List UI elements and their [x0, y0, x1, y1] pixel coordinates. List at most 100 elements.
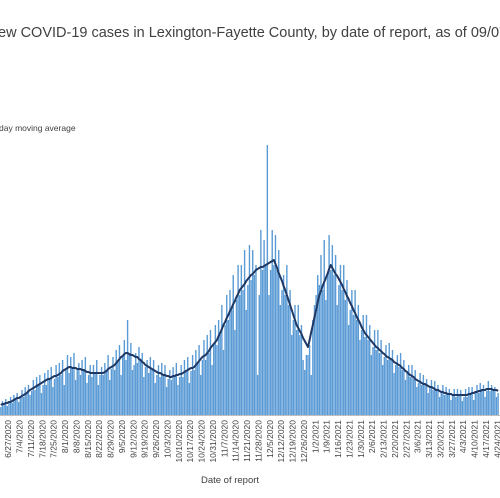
bar	[217, 320, 220, 415]
bar	[172, 367, 174, 415]
x-tick-label: 1/30/2021	[356, 420, 366, 458]
bar	[84, 357, 87, 415]
bar	[425, 379, 428, 415]
bar	[107, 355, 109, 415]
bar	[455, 397, 457, 415]
bar	[50, 367, 52, 415]
bar	[174, 375, 176, 415]
bar	[162, 375, 165, 415]
bar	[151, 370, 153, 415]
bar	[403, 360, 405, 415]
bar	[338, 285, 340, 415]
bar	[240, 265, 243, 415]
bar	[128, 355, 130, 415]
x-tick-label: 3/20/2021	[435, 420, 445, 458]
bar	[273, 265, 275, 415]
x-tick-label: 4/3/2021	[458, 420, 468, 453]
bar	[258, 295, 260, 415]
bar	[58, 363, 61, 415]
bar	[126, 320, 129, 415]
bar	[471, 387, 473, 415]
bar	[408, 365, 410, 415]
bar	[183, 360, 186, 415]
bar	[468, 387, 470, 415]
x-tick-label: 8/29/2020	[106, 420, 116, 458]
bar	[6, 406, 9, 415]
x-tick-label: 12/5/2020	[265, 420, 275, 458]
x-tick-label: 7/4/2020	[15, 420, 25, 453]
bar	[144, 367, 147, 415]
bar	[146, 360, 148, 415]
bar	[255, 265, 257, 415]
x-tick-label: 1/16/2021	[333, 420, 343, 458]
bar	[138, 347, 140, 415]
bar	[71, 367, 74, 415]
bar	[165, 387, 168, 415]
x-tick-label: 12/26/2020	[299, 420, 309, 463]
bar	[294, 305, 296, 415]
x-axis-title: Date of report	[201, 475, 259, 486]
bar	[443, 395, 446, 415]
bar	[110, 369, 113, 415]
bar	[57, 377, 59, 415]
bar	[261, 270, 264, 415]
bar	[40, 393, 43, 415]
bar	[412, 379, 415, 415]
bar	[139, 360, 142, 415]
x-tick-label: 12/19/2020	[288, 420, 298, 463]
x-tick-label: 1/9/2021	[322, 420, 332, 453]
bar	[351, 290, 353, 415]
bar	[37, 385, 39, 415]
bar	[321, 290, 324, 415]
bar	[11, 403, 13, 415]
bar	[396, 355, 399, 415]
bar	[148, 373, 150, 415]
bar	[409, 377, 412, 415]
bar	[55, 365, 57, 415]
bar	[230, 310, 233, 415]
bar	[416, 387, 418, 415]
bar	[495, 397, 498, 415]
bar	[97, 385, 100, 415]
bar	[52, 387, 54, 415]
bar	[156, 375, 158, 415]
bar	[206, 335, 208, 415]
bar	[318, 285, 321, 415]
bar	[398, 367, 400, 415]
x-tick-label: 10/3/2020	[162, 420, 172, 458]
bar	[229, 290, 231, 415]
bar	[364, 337, 366, 415]
bar	[349, 310, 351, 415]
bar	[100, 367, 103, 415]
bar	[22, 397, 25, 415]
bar	[360, 330, 363, 415]
bar	[434, 381, 436, 415]
bar	[154, 383, 156, 415]
bar	[297, 305, 299, 415]
x-tick-label: 8/15/2020	[83, 420, 93, 458]
bar	[133, 365, 135, 415]
x-tick-label: 3/13/2021	[424, 420, 434, 458]
bar	[424, 385, 426, 415]
bar	[278, 250, 280, 415]
bar	[13, 395, 15, 415]
bar	[460, 390, 462, 415]
bar	[152, 360, 155, 415]
bar	[365, 315, 368, 415]
x-tick-label: 11/21/2020	[242, 420, 252, 462]
bar	[167, 379, 169, 415]
bar	[0, 407, 2, 415]
bar	[432, 390, 434, 415]
bar	[386, 360, 389, 415]
bar	[32, 380, 35, 415]
bar	[170, 380, 173, 415]
bar	[315, 295, 317, 415]
bar	[253, 275, 256, 415]
bar	[219, 335, 221, 415]
bar	[61, 360, 64, 415]
bar	[486, 391, 488, 415]
bar	[191, 355, 194, 415]
bar	[456, 389, 459, 415]
bar	[31, 391, 33, 415]
